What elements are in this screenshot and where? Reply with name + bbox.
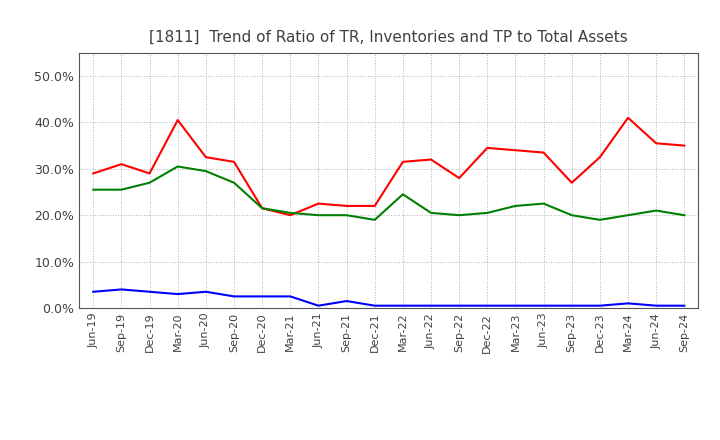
Inventories — [258, 294, 266, 299]
Trade Payables — [680, 213, 688, 218]
Trade Receivables — [652, 141, 660, 146]
Trade Payables — [202, 169, 210, 174]
Line: Trade Payables: Trade Payables — [94, 166, 684, 220]
Trade Payables — [314, 213, 323, 218]
Trade Payables — [624, 213, 632, 218]
Line: Inventories: Inventories — [94, 290, 684, 306]
Trade Receivables — [567, 180, 576, 185]
Trade Receivables — [202, 154, 210, 160]
Trade Receivables — [455, 176, 464, 181]
Trade Receivables — [342, 203, 351, 209]
Trade Receivables — [286, 213, 294, 218]
Inventories — [595, 303, 604, 308]
Inventories — [174, 291, 182, 297]
Trade Payables — [117, 187, 126, 192]
Inventories — [286, 294, 294, 299]
Trade Receivables — [89, 171, 98, 176]
Inventories — [117, 287, 126, 292]
Inventories — [680, 303, 688, 308]
Inventories — [342, 298, 351, 304]
Trade Payables — [145, 180, 154, 185]
Trade Payables — [370, 217, 379, 223]
Trade Receivables — [145, 171, 154, 176]
Trade Payables — [539, 201, 548, 206]
Trade Payables — [567, 213, 576, 218]
Inventories — [511, 303, 520, 308]
Trade Payables — [399, 192, 408, 197]
Trade Receivables — [117, 161, 126, 167]
Inventories — [455, 303, 464, 308]
Inventories — [370, 303, 379, 308]
Inventories — [624, 301, 632, 306]
Trade Payables — [595, 217, 604, 223]
Trade Receivables — [174, 117, 182, 123]
Inventories — [89, 289, 98, 294]
Title: [1811]  Trend of Ratio of TR, Inventories and TP to Total Assets: [1811] Trend of Ratio of TR, Inventories… — [150, 29, 628, 45]
Trade Payables — [258, 205, 266, 211]
Inventories — [202, 289, 210, 294]
Trade Receivables — [399, 159, 408, 165]
Trade Receivables — [624, 115, 632, 121]
Inventories — [399, 303, 408, 308]
Trade Payables — [230, 180, 238, 185]
Trade Payables — [483, 210, 492, 216]
Inventories — [567, 303, 576, 308]
Trade Payables — [652, 208, 660, 213]
Trade Receivables — [314, 201, 323, 206]
Trade Receivables — [680, 143, 688, 148]
Trade Payables — [286, 210, 294, 216]
Inventories — [314, 303, 323, 308]
Trade Receivables — [483, 145, 492, 150]
Inventories — [539, 303, 548, 308]
Trade Receivables — [595, 154, 604, 160]
Inventories — [427, 303, 436, 308]
Inventories — [145, 289, 154, 294]
Inventories — [652, 303, 660, 308]
Trade Payables — [455, 213, 464, 218]
Trade Receivables — [511, 147, 520, 153]
Trade Payables — [89, 187, 98, 192]
Inventories — [483, 303, 492, 308]
Trade Receivables — [258, 205, 266, 211]
Trade Payables — [174, 164, 182, 169]
Trade Payables — [342, 213, 351, 218]
Line: Trade Receivables: Trade Receivables — [94, 118, 684, 215]
Trade Payables — [427, 210, 436, 216]
Trade Receivables — [539, 150, 548, 155]
Trade Receivables — [370, 203, 379, 209]
Trade Payables — [511, 203, 520, 209]
Trade Receivables — [427, 157, 436, 162]
Inventories — [230, 294, 238, 299]
Trade Receivables — [230, 159, 238, 165]
